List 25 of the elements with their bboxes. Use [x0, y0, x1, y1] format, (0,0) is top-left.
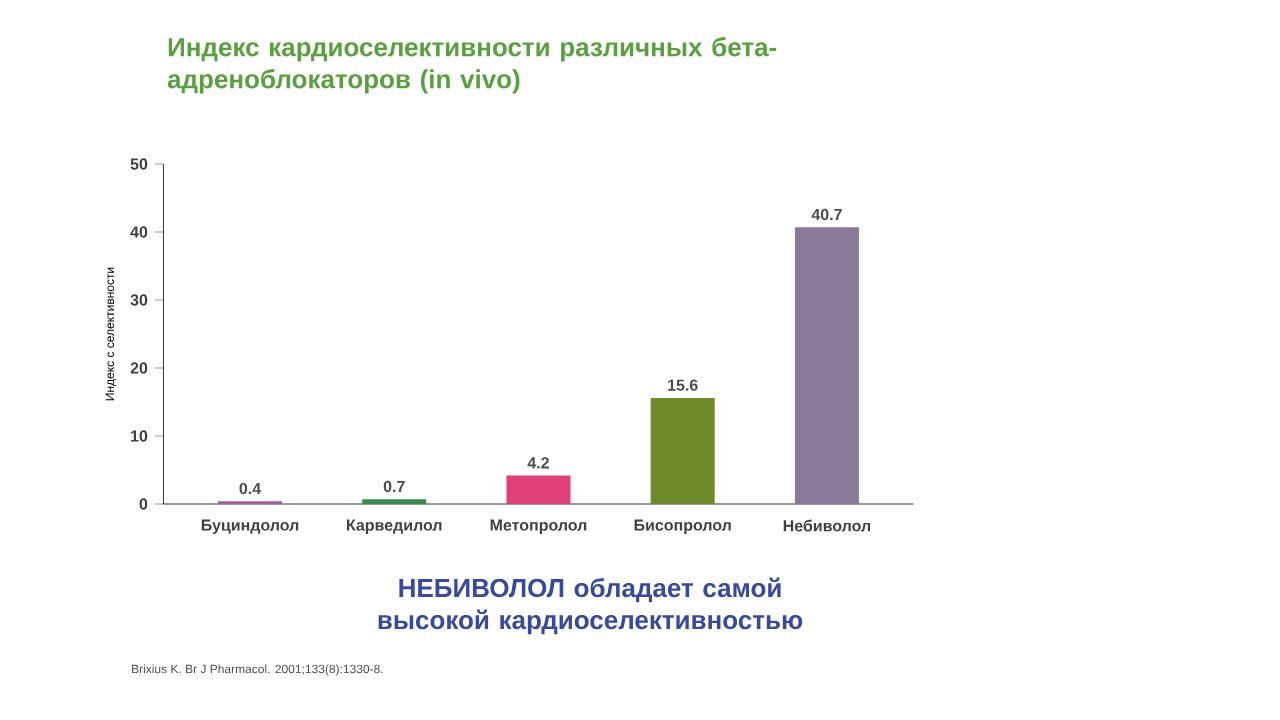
data-label: 0.7: [383, 480, 405, 493]
data-label: 0.4: [239, 482, 262, 495]
x-tick-label: Небиволол: [783, 519, 871, 532]
data-label: 15.6: [668, 379, 698, 391]
x-tick-label: Буциндолол: [201, 519, 299, 534]
bar: [650, 397, 715, 504]
y-tick-label: 50: [130, 158, 148, 170]
text: Brixius K. Br J Pharmacol. 2001;133(8):1330-8.: [132, 664, 383, 676]
x-tick-label: Метопролол: [490, 519, 587, 534]
y-tick-label: 0: [139, 498, 148, 510]
bar: [218, 501, 283, 504]
bar: [794, 227, 859, 504]
y-tick-label: 40: [130, 226, 148, 238]
chart-title: Индекс кардиоселективности различных бета-адреноблокаторов (in vivo): [167, 37, 777, 94]
data-label: 4.2: [527, 457, 549, 469]
x-tick-label: Бисопролол: [634, 519, 731, 534]
y-tick-label: 30: [130, 294, 148, 306]
y-tick-label: 20: [130, 362, 148, 374]
text: НЕБИВОЛОЛ обладает самой высокой кардиоселективностью: [378, 577, 803, 635]
y-axis-title: Индекс с селективности: [105, 267, 117, 401]
bar: [506, 475, 571, 504]
y-tick-label: 10: [131, 430, 148, 442]
bar: [362, 499, 427, 504]
x-tick-label: Карведилол: [346, 519, 442, 534]
data-label: 40.7: [811, 208, 842, 221]
